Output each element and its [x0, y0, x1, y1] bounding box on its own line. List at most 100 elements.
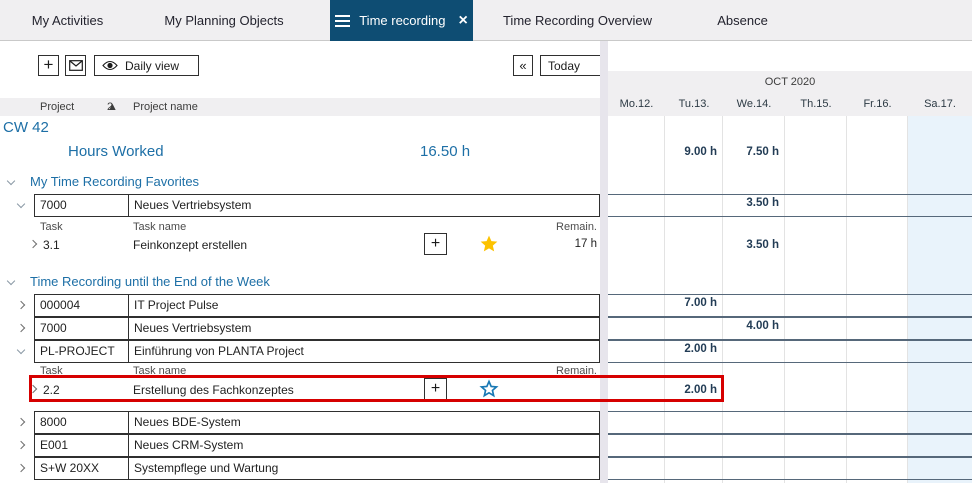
column-header-project-name[interactable]: Project name	[133, 101, 198, 113]
hours-worked-label: Hours Worked	[68, 143, 164, 160]
row-extension	[608, 457, 972, 480]
project-code-cell[interactable]: 7000	[34, 194, 129, 217]
pane-splitter[interactable]	[600, 41, 608, 483]
favorite-star-outline-icon[interactable]	[478, 378, 500, 400]
plus-icon: +	[430, 235, 441, 252]
day-header: Tu.13.	[678, 98, 710, 110]
grid-line	[784, 116, 785, 483]
expand-icon[interactable]	[16, 323, 26, 333]
sort-asc-icon: ▲	[107, 101, 118, 113]
day-header: Th.15.	[800, 98, 832, 110]
collapse-icon[interactable]	[16, 199, 26, 209]
day-header-row: Mo.12. Tu.13. We.14. Th.15. Fr.16. Sa.17…	[608, 94, 972, 114]
expand-icon[interactable]	[16, 417, 26, 427]
column-header-project[interactable]: Project	[40, 101, 75, 113]
task-name[interactable]: Erstellung des Fachkonzeptes	[133, 383, 294, 397]
task-name[interactable]: Feinkonzept erstellen	[133, 238, 248, 252]
subheader-remaining: Remain.	[556, 365, 597, 377]
expand-icon[interactable]	[16, 440, 26, 450]
project-code-cell[interactable]: 8000	[34, 411, 129, 434]
tab-label: My Activities	[31, 13, 104, 28]
row-extension	[608, 411, 972, 434]
project-code-cell[interactable]: PL-PROJECT	[34, 340, 129, 363]
day-value-cell[interactable]: 2.00 h	[684, 384, 717, 396]
project-name-cell[interactable]: Einführung von PLANTA Project	[128, 340, 600, 363]
subheader-task-name: Task name	[133, 221, 187, 233]
tab-absence[interactable]: Absence	[700, 0, 785, 41]
project-name-cell[interactable]: Neues CRM-System	[128, 434, 600, 457]
grid-line	[664, 116, 665, 483]
plus-icon: +	[43, 55, 54, 74]
day-header: Sa.17.	[924, 98, 956, 110]
remaining-hours: 17 h	[574, 238, 597, 250]
previous-period-button[interactable]: «	[513, 55, 533, 76]
collapse-icon[interactable]	[6, 176, 16, 186]
project-code-cell[interactable]: 000004	[34, 294, 129, 317]
view-selector[interactable]: Daily view	[94, 55, 199, 76]
project-name-cell[interactable]: Neues BDE-System	[128, 411, 600, 434]
tab-label: Time Recording Overview	[502, 13, 653, 28]
expand-icon[interactable]	[28, 239, 38, 249]
column-header-row: Project 2 ▲ Project name	[0, 98, 600, 116]
day-value-cell[interactable]: 3.50 h	[746, 197, 779, 209]
expand-icon[interactable]	[16, 463, 26, 473]
tab-label: Time recording	[359, 13, 446, 28]
grid-line	[722, 116, 723, 483]
plus-icon: +	[430, 380, 441, 397]
close-icon[interactable]: ×	[458, 11, 468, 29]
collapse-icon[interactable]	[6, 276, 16, 286]
subheader-remaining: Remain.	[556, 221, 597, 233]
subheader-task-name: Task name	[133, 365, 187, 377]
hours-worked-total: 16.50 h	[420, 143, 471, 160]
tab-my-activities[interactable]: My Activities	[10, 0, 125, 41]
add-button[interactable]: +	[38, 55, 59, 76]
subheader-task: Task	[40, 365, 63, 377]
day-value-cell[interactable]: 7.00 h	[684, 297, 717, 309]
task-id[interactable]: 3.1	[43, 238, 60, 252]
add-booking-button[interactable]: +	[424, 378, 447, 400]
subheader-task: Task	[40, 221, 63, 233]
today-label: Today	[548, 58, 581, 73]
section-favorites-title[interactable]: My Time Recording Favorites	[30, 174, 200, 189]
saturday-column-shading	[908, 116, 972, 483]
project-name-cell[interactable]: IT Project Pulse	[128, 294, 600, 317]
row-extension	[608, 317, 972, 340]
hamburger-icon[interactable]	[335, 14, 351, 27]
project-name-cell[interactable]: Neues Vertriebsystem	[128, 194, 600, 217]
tab-label: Absence	[717, 13, 768, 28]
day-value-cell[interactable]: 7.50 h	[746, 146, 779, 158]
expand-icon[interactable]	[16, 300, 26, 310]
day-value-cell[interactable]: 3.50 h	[746, 239, 779, 251]
tab-label: My Planning Objects	[164, 13, 284, 28]
project-name-cell[interactable]: Systempflege und Wartung	[128, 457, 600, 480]
expand-icon[interactable]	[28, 384, 38, 394]
project-code-cell[interactable]: E001	[34, 434, 129, 457]
day-header: Fr.16.	[863, 98, 892, 110]
sort-number: 2	[107, 101, 114, 113]
project-code-cell[interactable]: 7000	[34, 317, 129, 340]
tab-time-recording-overview[interactable]: Time Recording Overview	[490, 0, 665, 41]
row-extension	[608, 194, 972, 217]
row-extension	[608, 294, 972, 317]
task-id[interactable]: 2.2	[43, 383, 60, 397]
today-selector[interactable]: Today	[540, 55, 601, 76]
week-group-label: CW 42	[3, 119, 49, 136]
day-value-cell[interactable]: 4.00 h	[746, 320, 779, 332]
tab-time-recording[interactable]: Time recording ×	[330, 0, 473, 41]
favorite-star-filled-icon[interactable]	[478, 233, 500, 255]
mail-button[interactable]	[65, 55, 86, 76]
project-name-cell[interactable]: Neues Vertriebsystem	[128, 317, 600, 340]
view-label: Daily view	[125, 58, 180, 73]
collapse-icon[interactable]	[16, 345, 26, 355]
eye-icon	[102, 60, 118, 71]
envelope-icon	[68, 60, 83, 71]
day-value-cell[interactable]: 2.00 h	[684, 343, 717, 355]
grid-line	[846, 116, 847, 483]
add-booking-button[interactable]: +	[424, 233, 447, 255]
chevrons-left-icon: «	[519, 58, 527, 73]
day-value-cell[interactable]: 9.00 h	[684, 146, 717, 158]
section-week-end-title[interactable]: Time Recording until the End of the Week	[30, 274, 270, 289]
project-code-cell[interactable]: S+W 20XX	[34, 457, 129, 480]
tab-my-planning-objects[interactable]: My Planning Objects	[150, 0, 298, 41]
